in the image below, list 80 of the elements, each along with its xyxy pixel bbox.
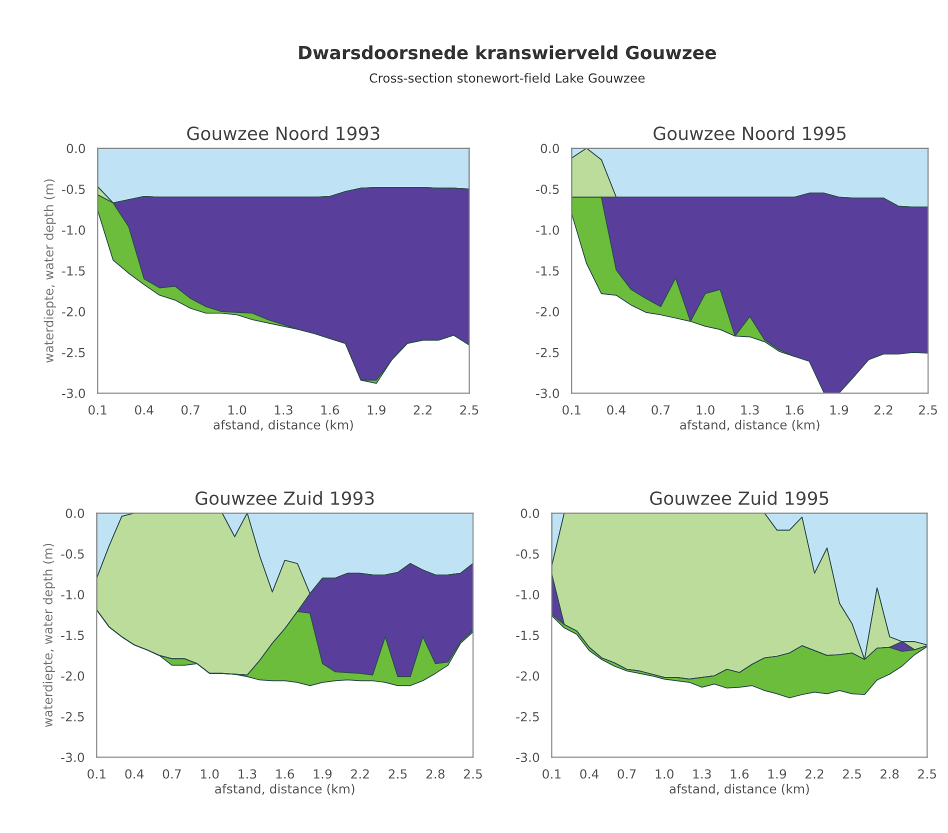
- chart-title: Gouwzee Noord 1995: [654, 126, 846, 140]
- x-tick-label: 0.1: [542, 769, 561, 779]
- x-tick-label: 1.0: [201, 769, 219, 779]
- x-tick-label: 0.1: [88, 769, 106, 779]
- x-tick-label: 0.7: [162, 769, 181, 779]
- x-tick-label: 0.1: [562, 405, 580, 415]
- x-tick-label: 0.7: [181, 405, 200, 415]
- y-tick-label: -2.5: [61, 712, 84, 722]
- y-tick-label: -3.0: [61, 752, 84, 762]
- chart-title: Gouwzee Zuid 1993: [196, 491, 374, 506]
- x-tick-label: 0.7: [618, 769, 636, 779]
- x-tick-label: 2.8: [426, 769, 444, 779]
- x-tick-label: 1.3: [693, 769, 711, 779]
- y-tick-label: -2.5: [536, 348, 559, 358]
- x-axis-title: afstand, distance (km): [670, 784, 809, 796]
- x-tick-label: 1.6: [786, 405, 804, 415]
- y-tick-label: -1.5: [61, 630, 84, 640]
- y-tick-label: -0.5: [61, 549, 84, 559]
- y-tick-label: -2.0: [62, 307, 86, 316]
- y-tick-label: -1.5: [536, 266, 559, 276]
- y-tick-label: -1.0: [62, 225, 86, 235]
- x-tick-label: 0.4: [607, 405, 626, 415]
- y-tick-label: -2.5: [62, 348, 85, 358]
- y-axis-title: waterdiepte, water depth (m): [44, 179, 56, 363]
- y-tick-label: 0.0: [66, 144, 86, 154]
- x-tick-label: 0.1: [88, 405, 106, 415]
- chart-title: Gouwzee Zuid 1995: [650, 491, 828, 506]
- x-tick-label: 1.0: [696, 405, 714, 415]
- y-tick-label: -2.0: [61, 671, 84, 681]
- x-tick-label: 1.9: [368, 405, 386, 415]
- x-tick-label: 2.5: [918, 769, 936, 779]
- x-tick-label: 1.9: [314, 769, 332, 779]
- x-tick-label: 1.3: [238, 769, 256, 779]
- y-tick-label: -0.5: [62, 184, 85, 194]
- x-tick-label: 2.2: [414, 405, 432, 414]
- y-tick-label: -2.5: [516, 712, 539, 722]
- y-tick-label: -3.0: [62, 388, 86, 398]
- x-tick-label: 2.2: [351, 769, 369, 778]
- y-tick-label: -0.5: [536, 184, 559, 194]
- x-tick-label: 0.4: [580, 769, 599, 779]
- x-tick-label: 0.4: [134, 405, 154, 415]
- x-tick-label: 1.9: [768, 769, 786, 779]
- y-tick-label: 0.0: [540, 144, 560, 154]
- y-tick-label: -2.0: [536, 307, 560, 316]
- x-tick-label: 2.2: [874, 405, 892, 414]
- y-tick-label: -1.0: [516, 590, 540, 600]
- x-tick-label: 1.3: [741, 405, 759, 415]
- x-tick-label: 1.3: [274, 405, 292, 415]
- x-tick-label: 0.7: [652, 405, 670, 415]
- x-tick-label: 2.2: [806, 769, 824, 778]
- y-tick-label: -1.5: [62, 266, 85, 276]
- x-tick-label: 1.9: [830, 405, 848, 415]
- x-tick-label: 2.5: [388, 769, 407, 779]
- x-axis-title: afstand, distance (km): [680, 420, 820, 432]
- x-tick-label: 1.6: [321, 405, 340, 415]
- x-tick-label: 1.6: [730, 769, 749, 779]
- y-tick-label: -3.0: [536, 388, 560, 398]
- y-tick-label: -1.5: [516, 630, 539, 640]
- x-tick-label: 2.5: [460, 405, 478, 415]
- y-tick-label: -0.5: [516, 549, 539, 559]
- x-tick-label: 2.5: [919, 405, 937, 415]
- chart-title: Gouwzee Noord 1993: [187, 126, 380, 140]
- y-tick-label: -1.0: [536, 225, 560, 235]
- text: Dwarsdoorsnede kranswierveld Gouwzee: [299, 45, 716, 60]
- text: Cross-section stonewort-field Lake Gouwzee: [370, 73, 645, 83]
- x-tick-label: 2.5: [464, 769, 482, 779]
- x-tick-label: 2.5: [843, 769, 861, 779]
- y-tick-label: 0.0: [66, 508, 84, 518]
- x-axis-title: afstand, distance (km): [215, 784, 354, 796]
- x-tick-label: 2.8: [880, 769, 899, 779]
- x-tick-label: 1.6: [276, 769, 294, 779]
- y-axis-title: waterdiepte, water depth (m): [42, 544, 55, 728]
- y-tick-label: -3.0: [516, 752, 540, 762]
- y-tick-label: -2.0: [516, 671, 540, 681]
- y-tick-label: 0.0: [520, 508, 540, 518]
- x-tick-label: 1.0: [656, 769, 674, 779]
- x-tick-label: 0.4: [125, 769, 144, 779]
- y-tick-label: -1.0: [61, 590, 84, 600]
- x-axis-title: afstand, distance (km): [214, 420, 353, 432]
- x-tick-label: 1.0: [228, 405, 246, 415]
